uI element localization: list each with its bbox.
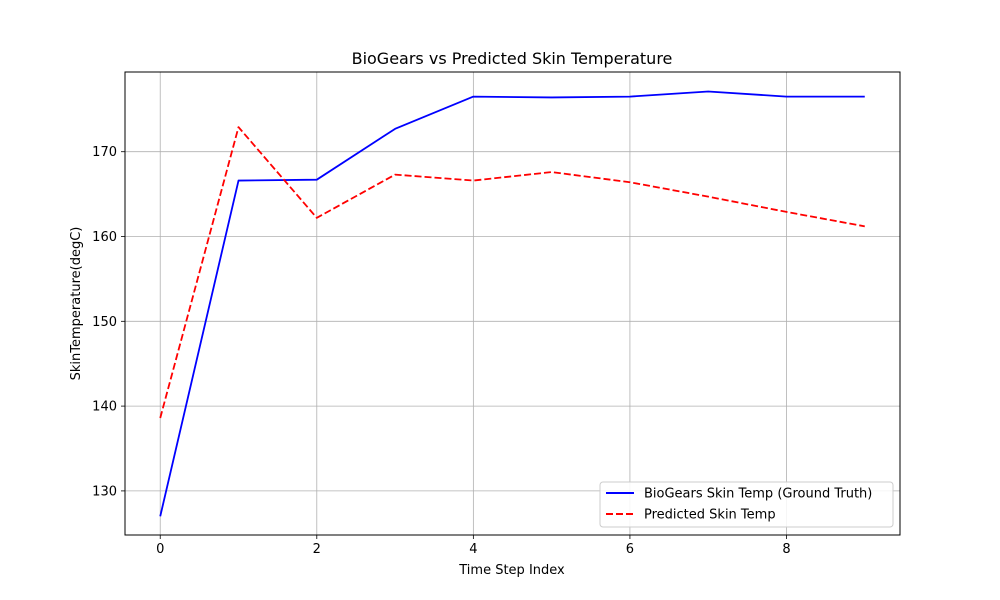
x-tick-label: 2 [313,542,321,557]
series-layer [159,90,865,517]
grid [125,72,900,535]
legend-box [599,481,894,528]
series-line-predicted [159,126,865,419]
x-tick-label: 0 [156,542,164,557]
x-axis-label: Time Step Index [458,563,565,578]
x-tick-label: 6 [626,542,634,557]
ticks: 0 2 4 6 8 130 140 150 160 170 [92,145,790,557]
y-tick-label: 160 [92,230,117,245]
y-tick-label: 140 [92,400,117,415]
y-tick-label: 150 [92,315,117,330]
legend: BioGears Skin Temp (Ground Truth) Predic… [599,481,894,528]
series-line-ground-truth [159,90,865,517]
x-tick-label: 4 [469,542,477,557]
y-tick-label: 170 [92,145,117,160]
y-axis-label: SkinTemperature(degC) [69,227,84,381]
x-tick-label: 8 [782,542,790,557]
y-tick-label: 130 [92,484,117,499]
legend-label-predicted: Predicted Skin Temp [644,508,776,523]
legend-label-ground-truth: BioGears Skin Temp (Ground Truth) [644,487,872,502]
chart-title: BioGears vs Predicted Skin Temperature [352,49,673,68]
plot-frame [124,71,901,536]
